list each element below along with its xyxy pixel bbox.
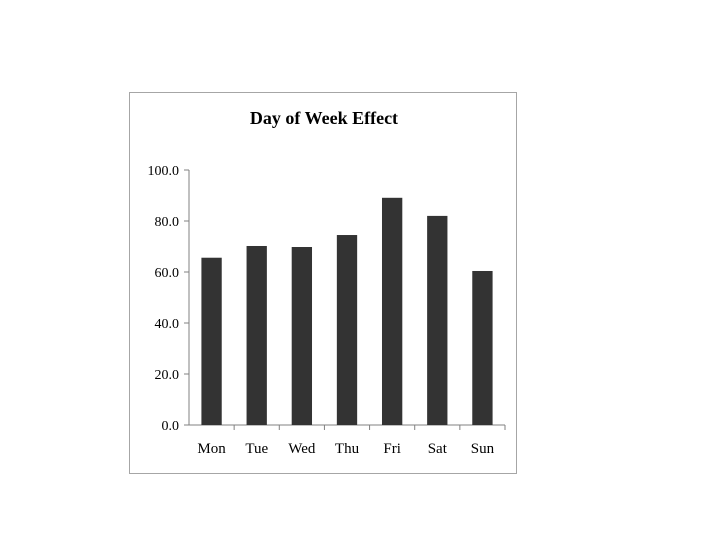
bar-wed bbox=[291, 247, 313, 425]
x-tick-label: Sat bbox=[428, 441, 448, 457]
bar-sun bbox=[472, 270, 493, 425]
bar-series bbox=[201, 197, 493, 425]
bar-mon bbox=[201, 257, 222, 425]
bar-sat bbox=[427, 215, 448, 425]
x-tick-label: Fri bbox=[383, 441, 401, 457]
y-tick-label: 0.0 bbox=[162, 419, 180, 434]
bar-tue bbox=[246, 245, 267, 425]
y-tick-label: 100.0 bbox=[148, 164, 180, 179]
x-tick-label: Thu bbox=[335, 441, 360, 457]
x-tick-label: Sun bbox=[471, 441, 495, 457]
x-tick-label: Wed bbox=[288, 441, 316, 457]
bar-thu bbox=[336, 235, 358, 425]
y-tick-label: 40.0 bbox=[155, 317, 180, 332]
x-tick-label: Mon bbox=[197, 441, 226, 457]
y-tick-label: 20.0 bbox=[155, 368, 180, 383]
y-axis: 0.0 20.0 40.0 60.0 80.0 100.0 bbox=[148, 164, 190, 434]
x-tick-label: Tue bbox=[245, 441, 268, 457]
chart-title: Day of Week Effect bbox=[250, 108, 398, 128]
y-tick-label: 80.0 bbox=[155, 215, 180, 230]
x-axis: Mon Tue Wed Thu Fri Sat Sun bbox=[189, 424, 506, 457]
chart-area bbox=[129, 92, 517, 474]
bar-fri bbox=[381, 197, 403, 425]
y-tick-label: 60.0 bbox=[155, 266, 180, 281]
